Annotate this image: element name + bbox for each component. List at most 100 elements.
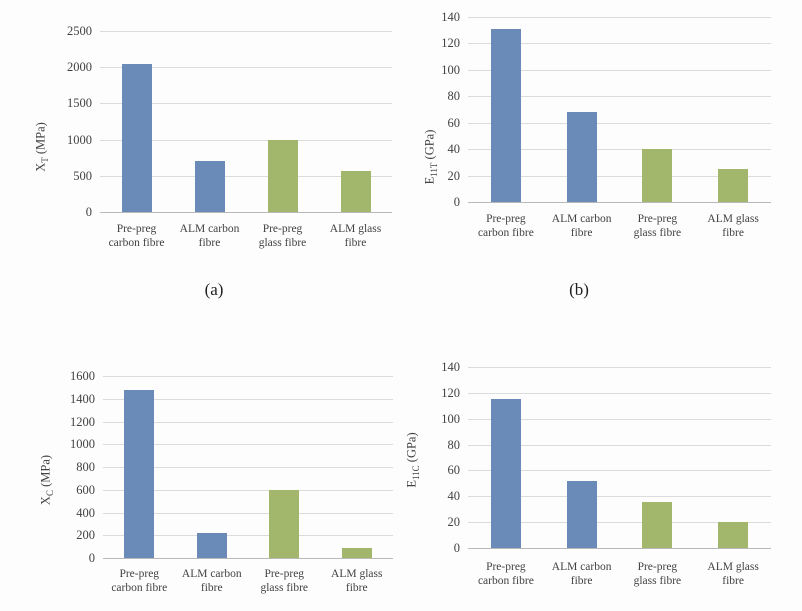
x-category-label: ALM carbon fibre bbox=[534, 560, 630, 588]
y-tick-label: 0 bbox=[88, 551, 95, 565]
y-tick-label: 500 bbox=[73, 168, 92, 183]
x-category-label-line: ALM carbon bbox=[551, 561, 612, 573]
y-axis-title-e11c: E11C (GPa) bbox=[404, 432, 422, 488]
gridline bbox=[103, 398, 393, 400]
x-category-label: ALM glass fibre bbox=[685, 212, 781, 240]
bar-alm-glass-fibre bbox=[718, 522, 749, 548]
y-tick-label: 800 bbox=[76, 460, 95, 474]
x-axis-line bbox=[468, 548, 771, 549]
y-tick-label: 1600 bbox=[70, 369, 95, 383]
x-category-label-line: carbon fibre bbox=[477, 575, 534, 587]
bar-alm-glass-fibre bbox=[340, 170, 371, 212]
x-category-label-line: glass fibre bbox=[258, 237, 307, 249]
gridline bbox=[103, 467, 393, 468]
gridline bbox=[100, 103, 392, 105]
y-tick-label: 2500 bbox=[67, 24, 92, 38]
x-category-label-line: carbon fibre bbox=[477, 227, 534, 239]
x-category-label: Pre-preg glass fibre bbox=[235, 222, 331, 250]
x-category-label-line: ALM carbon bbox=[181, 568, 242, 580]
y-tick-label: 80 bbox=[447, 437, 461, 452]
x-category-label: Pre-preg carbon fibre bbox=[89, 222, 185, 250]
gridline bbox=[100, 31, 392, 32]
y-tick-label: 140 bbox=[441, 10, 460, 24]
bar-alm-glass-fibre bbox=[341, 547, 372, 558]
y-tick-label: 600 bbox=[76, 482, 95, 497]
bar-pre-preg-glass-fibre bbox=[267, 139, 298, 212]
y-tick-label: 20 bbox=[447, 168, 461, 183]
y-axis-title-subscript: 11C bbox=[411, 465, 421, 481]
y-tick-label: 1500 bbox=[67, 96, 92, 111]
gridline bbox=[468, 444, 771, 446]
y-tick-label: 400 bbox=[76, 505, 95, 520]
gridline bbox=[468, 17, 771, 18]
y-tick-label: 20 bbox=[447, 515, 461, 530]
bar-pre-preg-carbon-fibre bbox=[121, 63, 152, 212]
y-tick-label: 60 bbox=[447, 463, 461, 478]
y-tick-label: 40 bbox=[447, 489, 461, 504]
y-tick-label: 1200 bbox=[70, 414, 95, 429]
x-category-label-line: fibre bbox=[722, 227, 744, 239]
bar-pre-preg-glass-fibre bbox=[642, 501, 673, 548]
x-category-label-line: Pre-preg bbox=[116, 223, 157, 235]
gridline bbox=[103, 376, 393, 377]
x-category-label: Pre-preg carbon fibre bbox=[458, 560, 554, 588]
gridline bbox=[468, 122, 771, 124]
bar-pre-preg-carbon-fibre bbox=[490, 399, 521, 548]
x-category-label-line: fibre bbox=[345, 582, 368, 594]
bar-alm-carbon-fibre bbox=[566, 480, 597, 548]
bar-pre-preg-glass-fibre bbox=[269, 489, 300, 559]
y-tick-label: 140 bbox=[441, 360, 460, 374]
x-category-label: ALM glass fibre bbox=[309, 567, 405, 595]
gridline bbox=[100, 139, 392, 141]
x-category-label: ALM carbon fibre bbox=[162, 222, 258, 250]
y-axis-title-base: E bbox=[404, 480, 419, 488]
x-category-label: Pre-preg glass fibre bbox=[236, 567, 332, 595]
gridline bbox=[468, 96, 771, 98]
gridline bbox=[103, 512, 393, 514]
bar-alm-carbon-fibre bbox=[566, 112, 597, 202]
x-category-label-line: Pre-preg bbox=[486, 561, 526, 573]
gridline bbox=[103, 444, 393, 446]
y-tick-label: 0 bbox=[453, 541, 460, 555]
y-tick-label: 120 bbox=[441, 36, 460, 51]
x-category-label-line: carbon fibre bbox=[111, 582, 168, 594]
x-category-label-line: Pre-preg bbox=[637, 561, 678, 573]
gridline bbox=[468, 470, 771, 472]
gridline bbox=[103, 489, 393, 491]
gridline bbox=[100, 67, 392, 69]
y-tick-label: 0 bbox=[85, 205, 92, 219]
x-category-label: Pre-preg carbon fibre bbox=[458, 212, 554, 240]
x-category-label: ALM glass fibre bbox=[308, 222, 404, 250]
y-tick-label: 1000 bbox=[67, 132, 92, 147]
gridline bbox=[468, 175, 771, 177]
x-category-label-line: ALM carbon bbox=[179, 223, 240, 235]
gridline bbox=[468, 496, 771, 498]
x-category-label-line: ALM glass bbox=[331, 568, 383, 580]
x-axis-line bbox=[100, 212, 392, 213]
subfigure-caption-a: (a) bbox=[204, 280, 224, 299]
gridline bbox=[468, 418, 771, 420]
bar-pre-preg-glass-fibre bbox=[642, 149, 673, 202]
x-category-label-line: ALM glass bbox=[707, 561, 759, 573]
y-tick-label: 200 bbox=[76, 528, 95, 543]
x-category-label: Pre-preg glass fibre bbox=[609, 560, 705, 588]
gridline bbox=[468, 149, 771, 151]
bar-alm-carbon-fibre bbox=[196, 533, 227, 558]
gridline bbox=[103, 421, 393, 423]
x-category-label: ALM carbon fibre bbox=[534, 212, 630, 240]
gridline bbox=[103, 535, 393, 537]
gridline bbox=[468, 392, 771, 394]
bar-pre-preg-carbon-fibre bbox=[124, 389, 155, 558]
x-category-label-line: ALM glass bbox=[707, 213, 759, 225]
gridline bbox=[468, 69, 771, 71]
y-tick-label: 1000 bbox=[70, 437, 95, 452]
x-category-label-line: carbon fibre bbox=[108, 237, 165, 249]
x-category-label-line: glass fibre bbox=[633, 227, 682, 239]
y-tick-label: 2000 bbox=[67, 60, 92, 75]
x-category-label: ALM glass fibre bbox=[685, 560, 781, 588]
